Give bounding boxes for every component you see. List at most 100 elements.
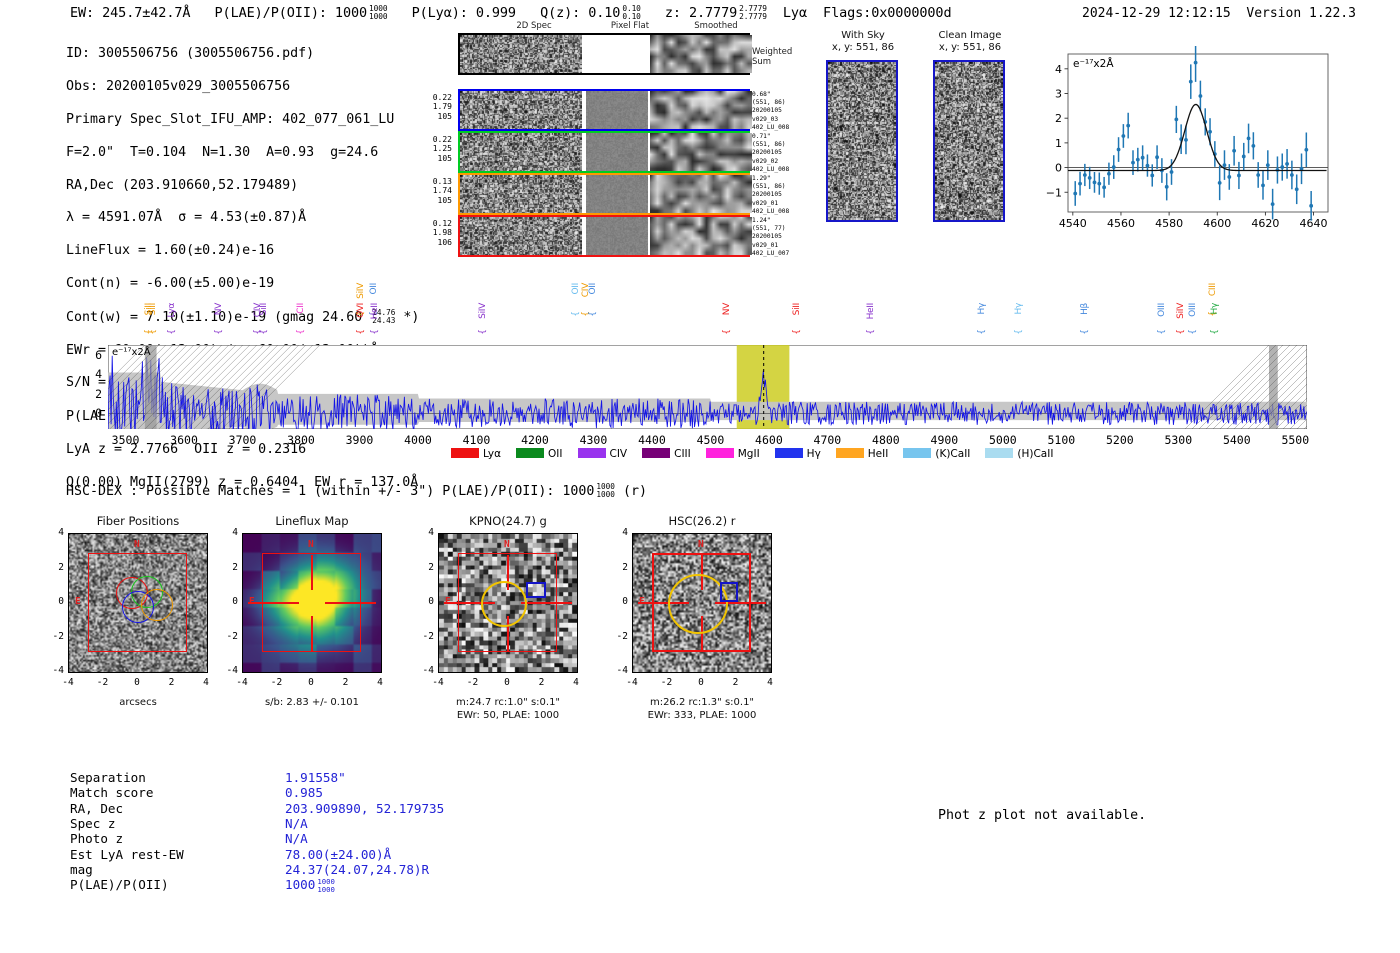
cutout-xtick: 0 <box>698 677 704 688</box>
detail-value: 24.37(24.07,24.78)R <box>285 861 430 877</box>
spectrum-xtick: 4400 <box>638 433 666 447</box>
emission-line-brace: { <box>355 329 366 335</box>
info-line-seeing: F=2.0" T=0.104 N=1.30 A=0.93 g=24.6 <box>66 144 379 160</box>
svg-text:1: 1 <box>1055 137 1062 150</box>
spec-2dspec-image <box>460 217 582 255</box>
emission-line-brace: { <box>148 329 159 335</box>
emission-line-brace: { <box>167 329 178 335</box>
emission-line-label: CII <box>296 303 306 314</box>
spectrum-xtick: 5100 <box>1047 433 1076 447</box>
detail-value: N/A <box>285 831 308 847</box>
legend-label: CIII <box>674 448 691 460</box>
spec-pixelflat-image <box>586 35 648 73</box>
spectrum-xtick: 5000 <box>989 433 1017 447</box>
emission-line-brace: { <box>296 329 306 335</box>
cleanimage-coords: x, y: 551, 86 <box>938 42 1002 53</box>
spectrum-xtick: 5300 <box>1164 433 1193 447</box>
full-spectrum-axes <box>108 345 1307 429</box>
legend-label: CIV <box>609 448 628 460</box>
legend-item: (H)CaII <box>985 448 1053 460</box>
zoomplot-annotation: e⁻¹⁷x2Å <box>1073 57 1114 70</box>
info-line-obs: Obs: 20200105v029_3005506756 <box>66 79 291 95</box>
cutout-caption: s/b: 2.83 +/- 0.101 <box>222 697 402 710</box>
compass-east: E <box>249 596 255 607</box>
emission-line-label: HeII <box>370 303 381 320</box>
detail-value: N/A <box>285 815 308 831</box>
legend-item: CIV <box>577 448 628 460</box>
emission-line-brace: { <box>1013 329 1024 335</box>
cutout-xtick: 2 <box>342 677 349 688</box>
emission-line-brace: { <box>571 311 582 317</box>
emission-line-label: OII <box>588 283 599 295</box>
header-z-fraction: 2.7779 2.7779 <box>739 4 767 21</box>
header-line-id: Lyα <box>782 5 807 21</box>
aperture-circle <box>668 574 728 634</box>
cleanimage-image <box>933 60 1005 222</box>
header-redshift: z: 2.7779 <box>664 5 738 21</box>
spectrum-xtick: 5400 <box>1222 433 1251 447</box>
spectrum-xtick: 4000 <box>404 433 432 447</box>
emission-line-brace: { <box>1156 329 1167 335</box>
cutout-xtick: -2 <box>270 677 283 688</box>
compass-east: E <box>445 596 451 607</box>
crosshair <box>444 602 495 604</box>
svg-text:2: 2 <box>1055 112 1062 125</box>
cutout-ytick: -2 <box>226 630 238 642</box>
cutout-ytick: -4 <box>226 665 238 676</box>
cutout-ytick: 4 <box>428 527 434 538</box>
cutout-caption: m:26.2 rc:1.3" s:0.1" EWr: 333, PLAE: 100… <box>612 697 792 722</box>
legend-item: CIII <box>642 448 691 460</box>
weighted-sum-label: Weighted Sum <box>752 47 793 67</box>
cutout-ytick: 2 <box>622 561 628 573</box>
spectrum-xtick: 4900 <box>930 433 959 447</box>
withsky-image <box>826 60 898 222</box>
compass-north: N <box>134 539 140 550</box>
spectrum-xtick: 4700 <box>813 433 842 447</box>
header-version: Version 1.22.3 <box>1246 6 1356 21</box>
info-line-redshifts: LyA z = 2.7766 OII z = 0.2316 <box>66 441 307 457</box>
spec-smoothed-image <box>650 35 752 73</box>
info-line-mgii: Q(0.00) MgII(2799) z = 0.6404 EW r = 137… <box>66 474 419 490</box>
legend-swatch <box>577 448 606 458</box>
legend-swatch <box>642 448 671 458</box>
cutout-region-box <box>88 553 187 652</box>
legend-item: (K)CaII <box>903 448 970 460</box>
compass-east: E <box>75 596 81 607</box>
header-summary-line: EW: 245.7±42.7Å P(LAE)/P(OII): 1000 1000 1… <box>70 5 952 21</box>
withsky-title: With Sky x, y: 551, 86 <box>831 30 895 53</box>
legend-swatch <box>774 448 803 458</box>
svg-text:3: 3 <box>1055 88 1062 101</box>
emission-line-label: Lyα <box>167 303 178 318</box>
legend-label: MgII <box>737 448 760 460</box>
legend-label: (H)CaII <box>1017 448 1054 460</box>
spec-strip-weighted-sum <box>458 33 752 75</box>
emission-line-label: OIII <box>1156 303 1167 317</box>
compass-east: E <box>639 596 645 607</box>
spec-strip-1 <box>458 131 752 173</box>
emission-line-label: Hβ <box>1079 303 1090 315</box>
emission-line-brace: { <box>1176 329 1187 335</box>
cutout-ytick: 0 <box>622 596 628 607</box>
spectrum-xtick: 4500 <box>696 433 725 447</box>
svg-text:4620: 4620 <box>1251 217 1279 230</box>
cutout-ytick: 4 <box>232 527 238 538</box>
info-line-radec: RA,Dec (203.910660,52.179489) <box>66 177 299 193</box>
emission-line-brace: { <box>588 311 599 317</box>
legend-swatch <box>903 448 932 458</box>
cutout-caption-line2: EWr: 50, PLAE: 1000 <box>456 709 560 721</box>
cutout-xtick: -4 <box>62 677 74 688</box>
cutout-xtick: 2 <box>168 677 175 688</box>
cutout-caption-line1: s/b: 2.83 +/- 0.101 <box>264 697 360 708</box>
crosshair <box>521 602 572 604</box>
spec-pixelflat-image <box>586 133 648 171</box>
spectrum-xtick: 3700 <box>228 433 257 447</box>
cutout-xtick: -4 <box>626 677 638 688</box>
cutout-ytick: 2 <box>428 561 434 573</box>
cutout-ytick: 0 <box>58 596 64 607</box>
cutout-xtick: 4 <box>377 677 383 688</box>
gmag-fraction: 24.76 24.43 <box>372 307 396 325</box>
spec-smoothed-image <box>650 91 752 129</box>
compass-north: N <box>504 539 510 550</box>
spectrum-xtick: 3900 <box>345 433 374 447</box>
spec-strip-right-metadata: 1.24" (551, 77) 20200105 v029_01 402_LU_007 <box>752 217 790 257</box>
